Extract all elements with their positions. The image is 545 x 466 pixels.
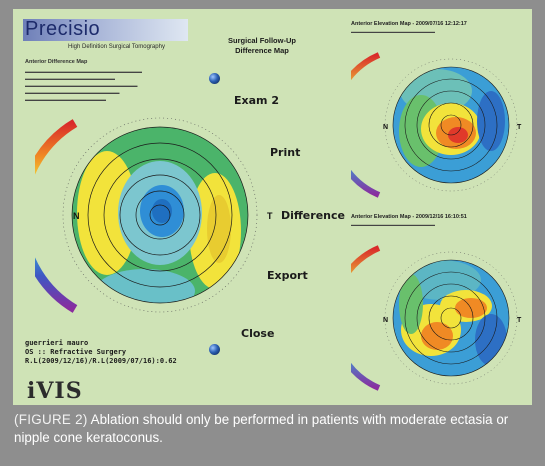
top-ring-overlay xyxy=(392,66,510,184)
bottom-temporal-label: T xyxy=(517,317,522,324)
patient-name: guerrieri mauro xyxy=(25,339,89,347)
difference-map-surface xyxy=(72,127,248,303)
ivis-logo: iVIS xyxy=(27,378,83,404)
top-map-subtitle: ▬▬▬▬▬▬▬▬▬▬▬▬▬▬▬▬▬▬▬▬▬ xyxy=(351,29,435,34)
ring-overlay xyxy=(71,126,249,304)
title-line-1: Surgical Follow-Up xyxy=(228,36,296,45)
bottom-map-title: Anterior Elevation Map - 2009/12/16 16:1… xyxy=(351,214,467,220)
caption-text: Ablation should only be performed in pat… xyxy=(14,412,509,445)
title-line-2: Difference Map xyxy=(235,46,289,55)
bottom-color-scale xyxy=(351,245,381,391)
top-map-surface xyxy=(393,67,509,183)
color-scale-arc xyxy=(35,119,78,313)
difference-map-header: Anterior Difference Map xyxy=(25,59,88,65)
temporal-label: T xyxy=(267,211,273,221)
bottom-map-surface xyxy=(393,260,509,376)
top-color-scale xyxy=(351,52,381,198)
app-logo: Precisio xyxy=(25,18,101,40)
figure-caption: (FIGURE 2) Ablation should only be perfo… xyxy=(0,405,545,466)
info-line-placeholder: ▬▬▬▬▬▬▬▬▬▬▬▬▬▬▬▬▬▬▬▬▬▬▬▬▬▬ xyxy=(25,69,142,74)
logo-subtitle: High Definition Surgical Tomography xyxy=(68,44,165,50)
figure-label: (FIGURE 2) xyxy=(14,412,88,427)
exam2-button[interactable]: Exam 2 xyxy=(234,94,279,107)
app-screen: Precisio High Definition Surgical Tomogr… xyxy=(13,9,532,405)
bottom-map-subtitle: ▬▬▬▬▬▬▬▬▬▬▬▬▬▬▬▬▬▬▬▬▬ xyxy=(351,222,435,227)
page-title: Surgical Follow-Up Difference Map xyxy=(207,36,317,56)
nasal-label: N xyxy=(73,211,80,221)
top-elevation-map: N T xyxy=(351,52,522,198)
patient-eye: OS :: Refractive Surgery xyxy=(25,348,127,356)
patient-exam-dates: R.L(2009/12/16)/R.L(2009/07/16):0.62 xyxy=(25,357,177,365)
bottom-ring-overlay xyxy=(392,259,510,377)
bottom-elevation-map: N T xyxy=(351,245,522,391)
logo-bar xyxy=(23,19,188,41)
globe-icon[interactable] xyxy=(209,344,220,355)
top-map-title: Anterior Elevation Map - 2009/07/16 12:1… xyxy=(351,21,467,27)
print-button[interactable]: Print xyxy=(270,146,301,159)
close-button[interactable]: Close xyxy=(241,327,275,340)
globe-icon[interactable] xyxy=(209,73,220,84)
bottom-nasal-label: N xyxy=(383,317,388,324)
difference-map: N T xyxy=(35,117,273,313)
info-line-placeholder: ▬▬▬▬▬▬▬▬▬▬▬▬▬▬▬▬▬▬▬▬▬▬▬▬▬ xyxy=(25,83,138,88)
info-line-placeholder: ▬▬▬▬▬▬▬▬▬▬▬▬▬▬▬▬▬▬▬▬ xyxy=(25,76,115,81)
difference-button[interactable]: Difference xyxy=(281,209,345,222)
export-button[interactable]: Export xyxy=(267,269,308,282)
top-nasal-label: N xyxy=(383,124,388,131)
top-temporal-label: T xyxy=(517,124,522,131)
info-line-placeholder: ▬▬▬▬▬▬▬▬▬▬▬▬▬▬▬▬▬▬ xyxy=(25,97,106,102)
info-line-placeholder: ▬▬▬▬▬▬▬▬▬▬▬▬▬▬▬▬▬▬▬▬▬ xyxy=(25,90,120,95)
